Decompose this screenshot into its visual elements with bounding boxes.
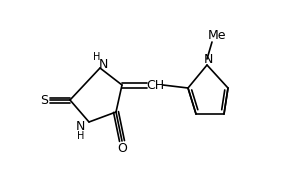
Text: N: N (75, 120, 85, 134)
Text: H: H (93, 52, 101, 62)
Text: N: N (203, 53, 213, 65)
Text: N: N (98, 57, 108, 70)
Text: O: O (117, 142, 127, 154)
Text: H: H (77, 131, 85, 141)
Text: CH: CH (146, 79, 164, 91)
Text: S: S (40, 94, 48, 107)
Text: Me: Me (208, 28, 226, 42)
